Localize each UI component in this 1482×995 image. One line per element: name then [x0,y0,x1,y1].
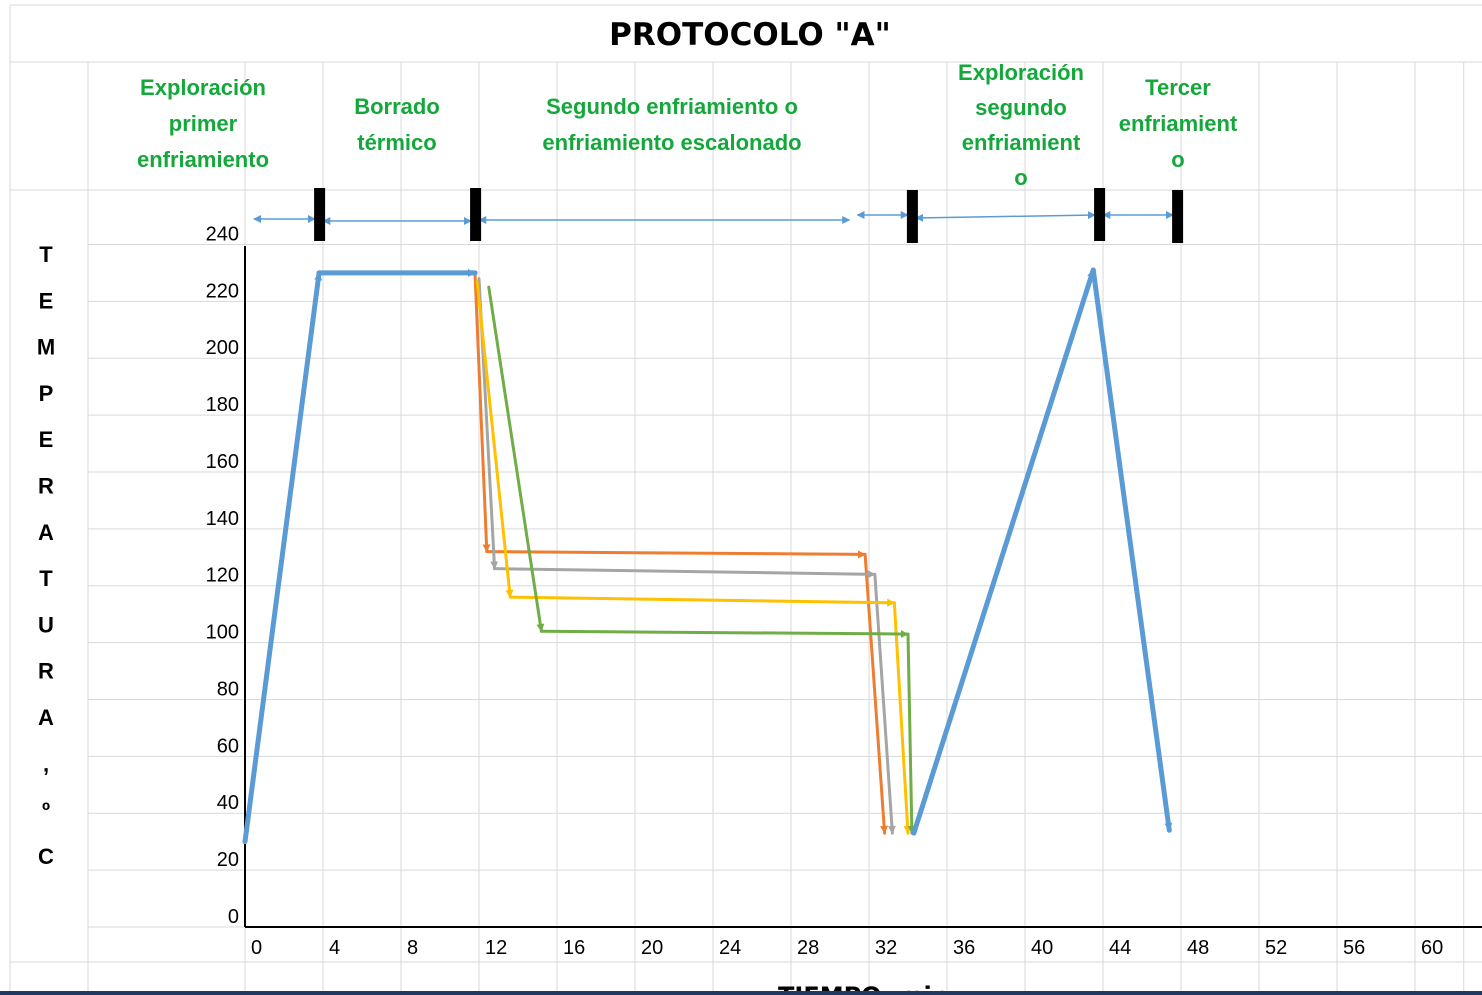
phase-label-line: Exploración [958,60,1084,85]
x-tick-label: 28 [797,937,819,959]
phase-label-line: primer [169,111,238,136]
phase-label-line: Borrado [354,94,440,119]
y-tick-label: 80 [217,678,239,700]
y-tick-label: 200 [206,337,239,359]
phase-label: Exploración primer enfriamiento [137,75,269,172]
y-axis-label-letter: M [37,335,55,360]
phase-label-line: enfriamient [1119,111,1238,136]
y-axis-label-letter: T [39,242,53,267]
y-axis-label-letter: A [38,705,54,730]
y-tick-label: 240 [206,223,239,245]
main-series-segment [914,270,1093,833]
y-axis-label-letter: º [42,798,50,823]
phase-marker [1172,190,1183,243]
y-axis-label-letter: C [38,844,54,869]
y-tick-label: 0 [228,906,239,928]
y-tick-label: 140 [206,508,239,530]
y-tick-label: 180 [206,394,239,416]
series-segment [908,634,912,833]
phase-label-line: enfriamient [962,130,1081,155]
x-tick-label: 52 [1265,937,1287,959]
x-tick-label: 56 [1343,937,1365,959]
chart-title: PROTOCOLO "A" [609,17,891,53]
y-axis-label-letter: E [39,288,54,313]
phase-label-line: Exploración [140,75,266,100]
bottom-border [0,991,1482,995]
y-tick-label: 100 [206,622,239,644]
y-tick-label: 120 [206,565,239,587]
chart-header: PROTOCOLO "A" [609,17,891,53]
x-tick-label: 24 [719,937,741,959]
x-tick-label: 12 [485,937,507,959]
x-tick-label: 0 [251,937,262,959]
phase-label-line: Segundo enfriamiento o [546,94,798,119]
y-axis-label-letter: R [38,474,54,499]
y-axis-label-letter: A [38,520,54,545]
series-segment [495,569,875,575]
x-tick-label: 16 [563,937,585,959]
y-tick-label: 220 [206,280,239,302]
y-tick-label: 40 [217,792,239,814]
phase-label: Tercer enfriamient o [1119,75,1238,172]
phase-label-line: Tercer [1145,75,1211,100]
phase-marker [314,188,325,241]
x-tick-label: 40 [1031,937,1053,959]
phase-label-line: enfriamiento [137,147,269,172]
y-tick-label: 20 [217,849,239,871]
main-series-segment [1093,270,1169,830]
x-tick-label: 4 [329,937,340,959]
series-segment [541,631,908,634]
phase-marker [470,188,481,241]
y-axis-label-letter: R [38,659,54,684]
x-tick-label: 44 [1109,937,1131,959]
x-tick-label: 60 [1421,937,1443,959]
series-segment [487,552,865,555]
series-segment [875,574,893,833]
y-axis-label-letter: E [39,427,54,452]
x-tick-label: 8 [407,937,418,959]
phase-markers [254,188,1183,243]
phase-label-line: o [1171,147,1184,172]
series-segment [510,597,894,603]
y-tick-label: 160 [206,451,239,473]
phase-label: Exploración segundo enfriamient o [958,60,1084,190]
y-tick-label: 60 [217,735,239,757]
phase-labels: ExploraciónprimerenfriamientoBorradotérm… [137,60,1238,190]
y-axis-label-letter: T [39,566,53,591]
y-axis-label-letter: , [43,751,49,776]
phase-label-line: o [1014,165,1027,190]
phase-marker [907,190,918,243]
phase-label: Borrado térmico [354,94,440,155]
x-tick-label: 20 [641,937,663,959]
series-segment [894,603,908,833]
y-axis-label-letter: U [38,612,54,637]
y-axis-label-letter: P [39,381,54,406]
phase-arrow [916,215,1095,218]
phase-label: Segundo enfriamiento o enfriamiento escal… [542,94,801,155]
x-tick-label: 32 [875,937,897,959]
phase-label-line: térmico [357,130,436,155]
phase-marker [1094,188,1105,241]
phase-label-line: enfriamiento escalonado [542,130,801,155]
phase-label-line: segundo [975,95,1067,120]
x-tick-label: 48 [1187,937,1209,959]
x-tick-label: 36 [953,937,975,959]
